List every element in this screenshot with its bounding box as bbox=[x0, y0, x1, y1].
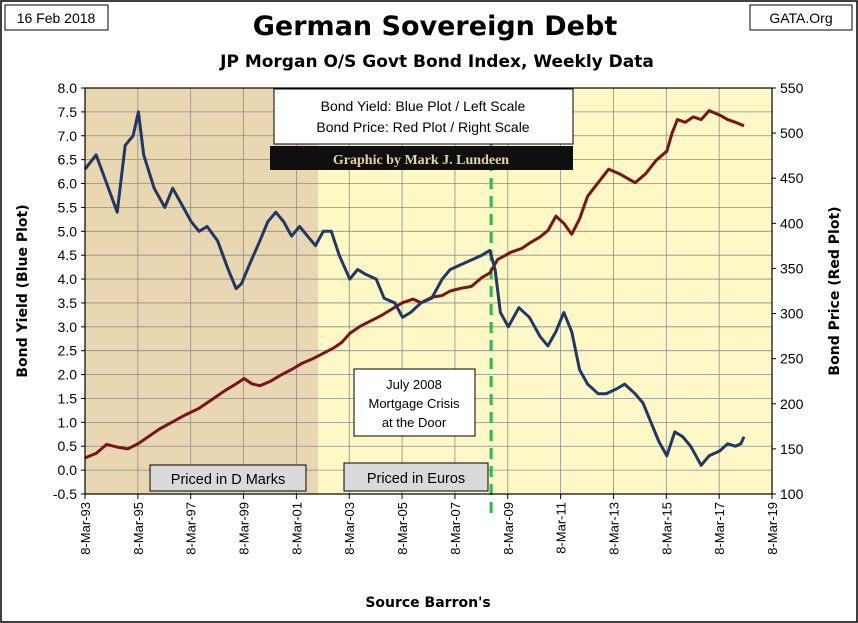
legend-line-price: Bond Price: Red Plot / Right Scale bbox=[316, 119, 529, 135]
x-tick-label: 8-Mar-09 bbox=[501, 502, 516, 555]
left-tick-label: 0.5 bbox=[58, 438, 78, 454]
x-tick-label: 8-Mar-95 bbox=[131, 502, 146, 555]
chart-title: German Sovereign Debt bbox=[253, 11, 618, 42]
x-tick-label: 8-Mar-19 bbox=[765, 502, 780, 555]
x-tick-label: 8-Mar-01 bbox=[289, 502, 304, 555]
left-tick-label: 3.0 bbox=[58, 319, 78, 335]
dmark-label-box bbox=[149, 464, 307, 492]
left-tick-label: 4.5 bbox=[58, 247, 78, 263]
date-box bbox=[4, 4, 109, 31]
right-axis-ticks: 100 150 200 250 300 350 400 450 500 550 bbox=[772, 80, 804, 502]
left-tick-label: 4.0 bbox=[58, 271, 78, 287]
left-tick-label: 6.5 bbox=[58, 152, 78, 168]
left-tick-label: 5.0 bbox=[58, 223, 78, 239]
euro-label-box bbox=[343, 462, 489, 492]
crisis-annotation-box bbox=[353, 368, 476, 437]
left-axis-ticks: -0.5 0.0 0.5 1.0 1.5 2.0 2.5 3.0 3.5 4.0 4.5 5.0 5.5… bbox=[53, 80, 85, 502]
legend-box bbox=[273, 88, 574, 145]
right-tick-label: 500 bbox=[780, 125, 804, 141]
left-tick-label: 7.0 bbox=[58, 128, 78, 144]
left-axis-title: Bond Yield (Blue Plot) bbox=[15, 204, 31, 377]
x-tick-label: 8-Mar-97 bbox=[184, 502, 199, 555]
right-axis-title: Bond Price (Red Plot) bbox=[827, 206, 843, 375]
yield-series-line bbox=[83, 110, 746, 467]
left-tick-label: -0.5 bbox=[53, 486, 77, 502]
credit-bar bbox=[270, 146, 573, 170]
right-tick-label: 450 bbox=[780, 170, 804, 186]
left-tick-label: 0.0 bbox=[58, 462, 78, 478]
price-series-line bbox=[84, 109, 745, 460]
x-tick-label: 8-Mar-11 bbox=[554, 502, 569, 554]
x-tick-label: 8-Mar-07 bbox=[448, 502, 463, 555]
left-tick-label: 6.0 bbox=[58, 176, 78, 192]
source-site-box bbox=[749, 4, 853, 31]
x-tick-label: 8-Mar-13 bbox=[606, 502, 621, 555]
left-tick-label: 1.0 bbox=[58, 414, 78, 430]
left-tick-label: 2.5 bbox=[58, 343, 78, 359]
crisis-line-1: July 2008 bbox=[386, 377, 442, 392]
x-tick-label: 8-Mar-15 bbox=[659, 502, 674, 555]
right-tick-label: 400 bbox=[780, 215, 804, 231]
right-tick-label: 150 bbox=[780, 441, 804, 457]
crisis-line-3: at the Door bbox=[382, 415, 447, 430]
left-tick-label: 5.5 bbox=[58, 199, 78, 215]
dmark-label: Priced in D Marks bbox=[171, 472, 285, 488]
right-tick-label: 350 bbox=[780, 260, 804, 276]
x-axis-ticks: 8-Mar-93 8-Mar-95 8-Mar-97 8-Mar-99 8-Mar-01… bbox=[78, 494, 780, 555]
chart-subtitle: JP Morgan O/S Govt Bond Index, Weekly Da… bbox=[219, 52, 654, 72]
x-tick-label: 8-Mar-05 bbox=[395, 502, 410, 555]
crisis-line-2: Mortgage Crisis bbox=[368, 396, 460, 411]
x-tick-label: 8-Mar-03 bbox=[342, 502, 357, 555]
left-tick-label: 3.5 bbox=[58, 295, 78, 311]
euro-label: Priced in Euros bbox=[367, 471, 465, 487]
x-axis-title: Source Barron's bbox=[365, 595, 490, 611]
right-tick-label: 300 bbox=[780, 306, 804, 322]
source-site-label: GATA.Org bbox=[769, 10, 832, 26]
left-tick-label: 2.0 bbox=[58, 367, 78, 383]
right-tick-label: 100 bbox=[780, 486, 804, 502]
right-tick-label: 250 bbox=[780, 351, 804, 367]
legend-line-yield: Bond Yield: Blue Plot / Left Scale bbox=[321, 98, 526, 114]
x-tick-label: 8-Mar-17 bbox=[712, 502, 727, 555]
left-tick-label: 7.5 bbox=[58, 104, 78, 120]
right-tick-label: 200 bbox=[780, 396, 804, 412]
x-tick-label: 8-Mar-99 bbox=[237, 502, 252, 555]
credit-text: Graphic by Mark J. Lundeen bbox=[333, 153, 509, 168]
left-tick-label: 8.0 bbox=[58, 80, 78, 96]
date-label: 16 Feb 2018 bbox=[17, 10, 96, 26]
plot-border bbox=[84, 87, 773, 495]
left-tick-label: 1.5 bbox=[58, 390, 78, 406]
right-tick-label: 550 bbox=[780, 80, 804, 96]
x-tick-label: 8-Mar-93 bbox=[78, 502, 93, 555]
